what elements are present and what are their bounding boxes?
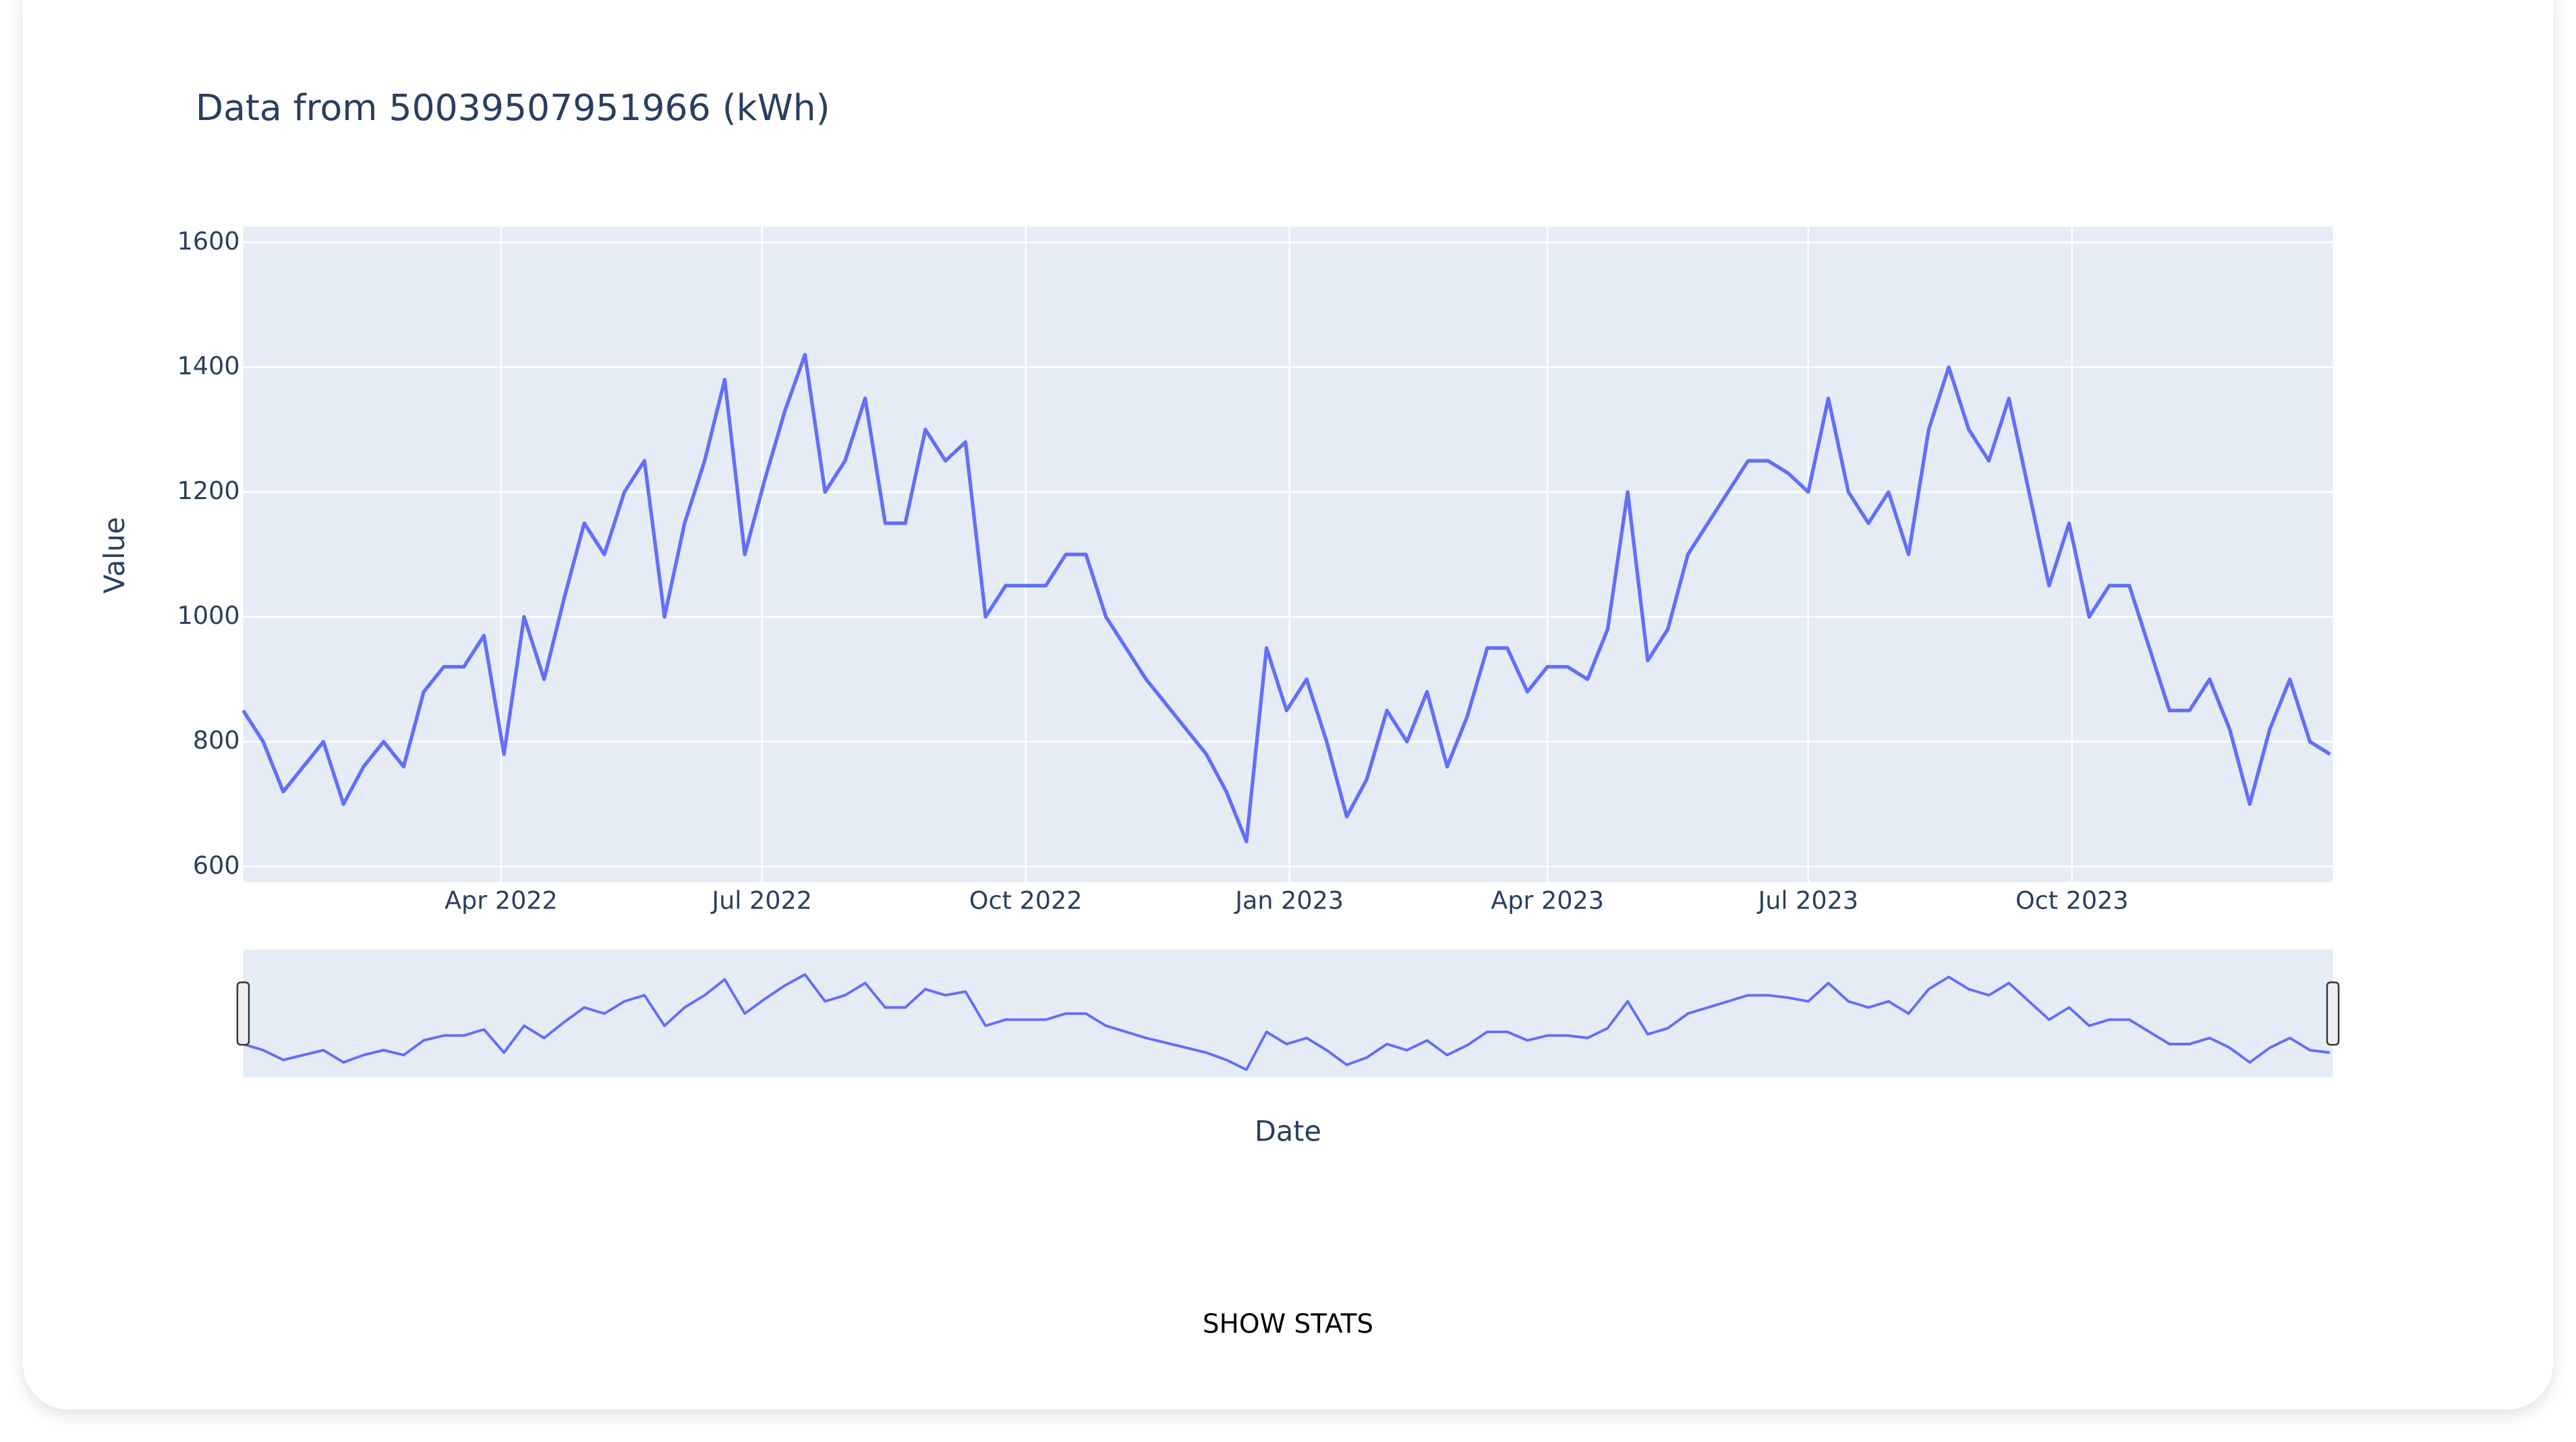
x-tick-label: Jan 2023	[1234, 886, 1344, 915]
plot-area	[243, 227, 2333, 882]
show-stats-button[interactable]: SHOW STATS	[1203, 1309, 1373, 1339]
y-tick-label: 1600	[177, 227, 240, 256]
data-line	[241, 353, 2331, 844]
x-tick-label: Oct 2023	[2015, 886, 2129, 915]
range-slider-line	[242, 973, 2330, 1071]
x-tick-label: Jul 2023	[1757, 886, 1859, 915]
y-tick-label: 1200	[177, 476, 240, 505]
chart-title: Data from 50039507951966 (kWh)	[196, 86, 830, 129]
x-tick-label: Oct 2022	[969, 886, 1083, 915]
x-axis-title: Date	[1255, 1116, 1321, 1148]
y-tick-label: 1400	[177, 351, 240, 380]
y-tick-label: 1000	[177, 601, 240, 630]
x-tick-label: Apr 2023	[1491, 886, 1604, 915]
y-tick-label: 600	[193, 850, 240, 879]
x-tick-label: Apr 2022	[445, 886, 558, 915]
range-slider-handle[interactable]	[2326, 981, 2340, 1046]
x-tick-label: Jul 2022	[710, 886, 812, 915]
range-slider[interactable]	[243, 949, 2333, 1078]
range-slider-handle[interactable]	[236, 981, 250, 1046]
y-axis-title: Value	[98, 517, 131, 594]
y-tick-label: 800	[193, 726, 240, 755]
